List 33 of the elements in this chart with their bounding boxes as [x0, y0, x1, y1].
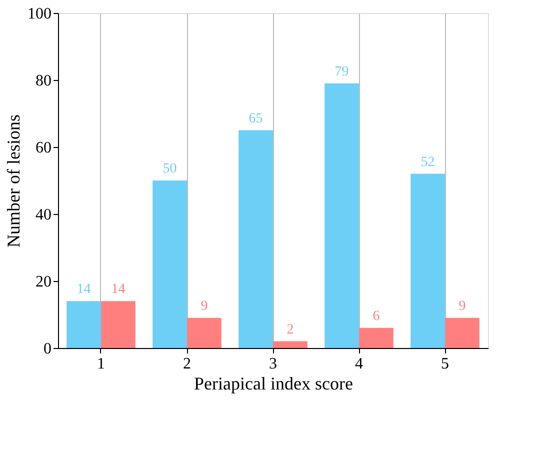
- bar: [410, 174, 445, 348]
- bar: [273, 341, 308, 348]
- x-tick-label: 5: [441, 356, 449, 372]
- x-tick-label: 4: [355, 356, 363, 372]
- y-tick-label: 40: [36, 206, 52, 224]
- y-tick-label: 60: [36, 140, 52, 156]
- x-tick-label: 1: [97, 356, 105, 372]
- bar: [187, 318, 222, 348]
- x-tick-label: 3: [269, 356, 277, 372]
- data-label: 9: [200, 298, 208, 314]
- x-tick-label: 2: [183, 356, 191, 372]
- data-label: 2: [286, 322, 294, 338]
- y-tick-label: 0: [44, 340, 52, 358]
- bar: [66, 301, 101, 348]
- y-axis-title: Number of lesions: [4, 114, 24, 248]
- data-label: 52: [420, 154, 435, 170]
- data-label: 50: [162, 162, 177, 176]
- data-label: 14: [111, 282, 126, 298]
- data-label: 9: [458, 298, 466, 314]
- bar: [445, 318, 480, 348]
- bar: [101, 301, 136, 348]
- data-label: 65: [248, 111, 263, 126]
- data-label: 14: [76, 282, 91, 298]
- bar: [324, 83, 359, 348]
- y-tick-label: 100: [28, 6, 52, 22]
- y-tick-label: 80: [36, 72, 52, 90]
- data-label: 79: [334, 64, 349, 80]
- x-axis-title: Periapical index score: [194, 374, 353, 394]
- bar: [238, 130, 273, 348]
- y-tick-label: 20: [36, 274, 52, 290]
- bar: [152, 180, 187, 348]
- bar: [359, 328, 394, 348]
- data-label: 6: [372, 308, 380, 324]
